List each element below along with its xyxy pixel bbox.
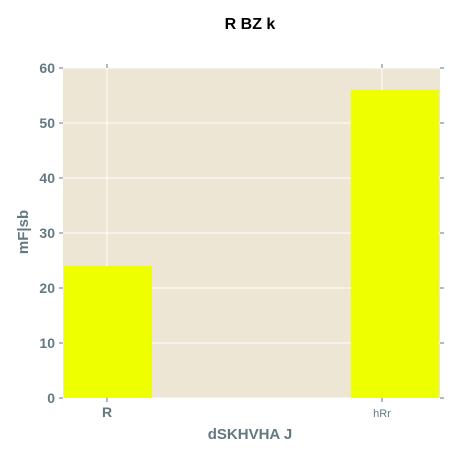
bar-R: [64, 266, 152, 398]
y-tick-label-5: 50: [39, 115, 55, 131]
y-tick-label-0: 0: [47, 390, 55, 406]
y-axis-label: mF|sb: [15, 210, 32, 254]
y-tick-label-3: 30: [39, 225, 55, 241]
x-tick-label-hRr: hRr: [373, 408, 391, 420]
x-tick-label-R: R: [102, 404, 112, 420]
bar-hRr: [351, 90, 439, 398]
chart-title: R BZ k: [225, 16, 276, 33]
x-axis-label: dSKHVHA J: [208, 426, 292, 443]
y-tick-label-6: 60: [39, 60, 55, 76]
y-tick-label-2: 20: [39, 280, 55, 296]
bars: [64, 90, 439, 398]
y-tick-label-4: 40: [39, 170, 55, 186]
y-axis: 0 10 20 30 40 50 60: [39, 60, 444, 406]
y-tick-label-1: 10: [39, 335, 55, 351]
